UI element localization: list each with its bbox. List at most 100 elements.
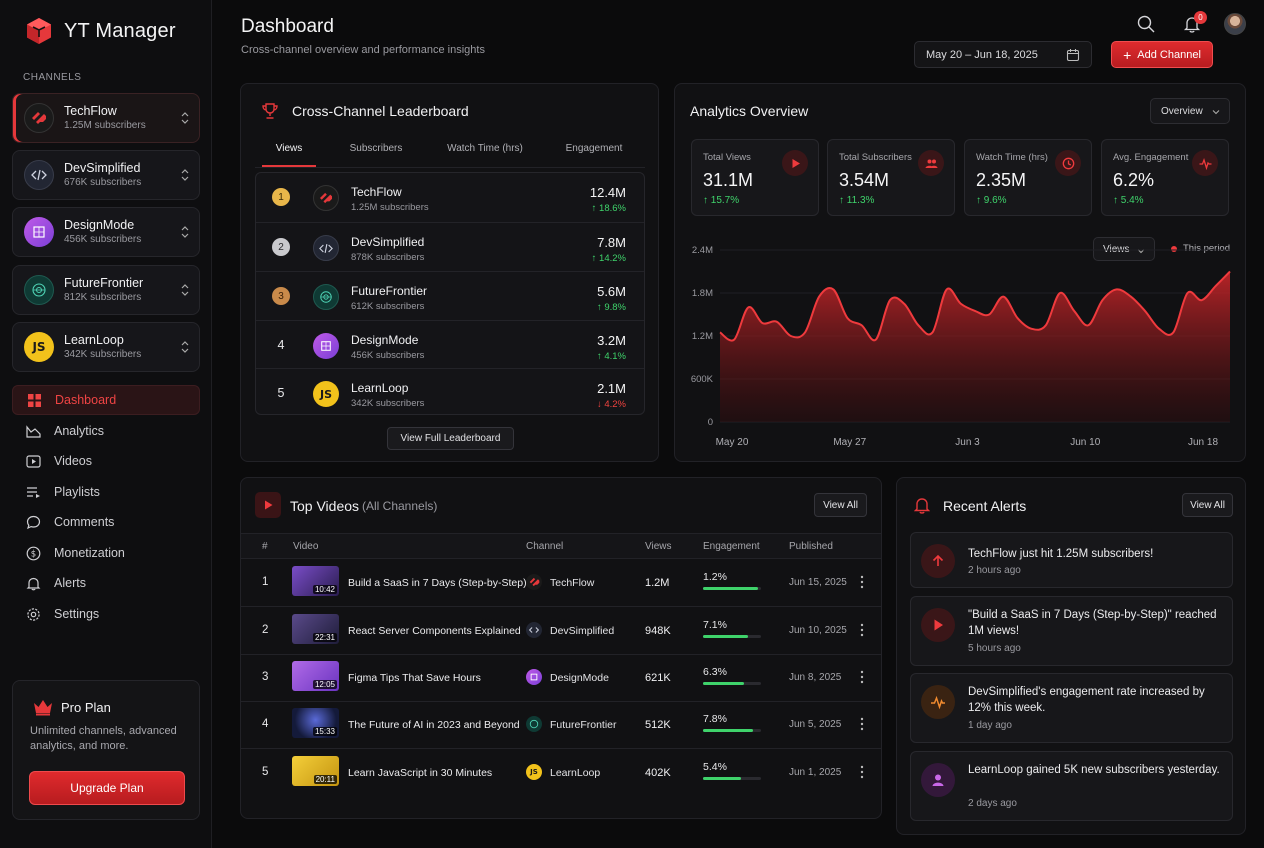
alerts-title: Recent Alerts [943,498,1027,514]
brand-name: YT Manager [64,19,176,42]
video-thumbnail[interactable]: 10:42 [292,566,339,596]
clock-icon [1055,150,1081,176]
arrow-up-icon [921,544,955,578]
video-thumbnail[interactable]: 22:31 [292,614,339,644]
table-row[interactable]: 5 20:11 Learn JavaScript in 30 Minutes J… [241,750,881,797]
nav-playlists[interactable]: Playlists [12,477,200,507]
series-area [720,271,1230,422]
video-duration: 22:31 [312,633,337,642]
kpi-total-subscribers[interactable]: Total Subscribers 3.54M ↑ 11.3% [827,139,955,216]
video-thumbnail[interactable]: 15:33 [292,708,339,738]
brand[interactable]: YT Manager [24,16,176,46]
user-avatar[interactable] [1224,13,1246,35]
js-logo-icon: JS [32,340,46,354]
leaderboard-row[interactable]: 4 DesignMode 456K subscribers 3.2M ↑ 4.1… [256,320,644,368]
more-options-icon[interactable] [860,765,864,779]
channel-subs: 456K subscribers [351,350,425,361]
tab-engagement[interactable]: Engagement [565,143,623,154]
frame-icon [33,226,45,238]
tab-subscribers[interactable]: Subscribers [349,143,403,154]
channel-card-designmode[interactable]: DesignMode 456K subscribers [12,207,200,257]
channel-card-learnloop[interactable]: JS LearnLoop 342K subscribers [12,322,200,372]
row-number: 4 [262,718,269,730]
tab-watch-time[interactable]: Watch Time (hrs) [447,143,523,154]
metric-select[interactable]: Views [1093,237,1155,261]
alert-time: 5 hours ago [968,643,1021,654]
channel-card-futurefrontier[interactable]: FutureFrontier 812K subscribers [12,265,200,315]
date-range-picker[interactable]: May 20 – Jun 18, 2025 [914,41,1092,68]
video-views: 402K [645,767,671,779]
channel-subs: 676K subscribers [64,176,142,188]
nav-videos[interactable]: Videos [12,446,200,476]
x-tick-label: May 20 [716,437,749,448]
alert-item[interactable]: LearnLoop gained 5K new subscribers yest… [910,751,1233,821]
add-channel-button[interactable]: + Add Channel [1111,41,1213,68]
video-engagement: 6.3% [703,666,727,678]
video-views: 512K [645,719,671,731]
video-title[interactable]: The Future of AI in 2023 and Beyond [348,719,520,731]
top-videos-view-all-button[interactable]: View All [814,493,867,517]
nav-alerts[interactable]: Alerts [12,568,200,598]
nav-monetization[interactable]: $ Monetization [12,538,200,568]
view-full-leaderboard-button[interactable]: View Full Leaderboard [387,427,514,450]
metric-select-value: Views [1103,243,1130,255]
upgrade-plan-button[interactable]: Upgrade Plan [29,771,185,805]
nav-analytics[interactable]: Analytics [12,416,200,446]
tab-divider [255,167,645,168]
leaderboard-row[interactable]: 2 DevSimplified 878K subscribers 7.8M ↑ … [256,222,644,270]
video-title[interactable]: Learn JavaScript in 30 Minutes [348,767,493,779]
alert-item[interactable]: "Build a SaaS in 7 Days (Step-by-Step)" … [910,596,1233,666]
plus-icon: + [1123,46,1132,63]
alert-text: LearnLoop gained 5K new subscribers yest… [968,764,1220,776]
leaderboard-row[interactable]: 5 JS LearnLoop 342K subscribers 2.1M ↓ 4… [256,368,644,416]
more-options-icon[interactable] [860,623,864,637]
leaderboard-row[interactable]: 1 TechFlow 1.25M subscribers 12.4M ↑ 18.… [256,173,644,221]
nav-comments[interactable]: Comments [12,507,200,537]
channel-name: LearnLoop [64,332,124,347]
video-published: Jun 1, 2025 [789,767,842,778]
kpi-total-views[interactable]: Total Views 31.1M ↑ 15.7% [691,139,819,216]
date-range-value: May 20 – Jun 18, 2025 [926,48,1038,61]
table-row[interactable]: 4 15:33 The Future of AI in 2023 and Bey… [241,702,881,749]
techflow-avatar [24,103,54,133]
channel-subs: 878K subscribers [351,252,425,263]
y-tick-label: 600K [691,374,714,385]
video-views: 1.2M [645,577,670,589]
kpi-avg-engagement[interactable]: Avg. Engagement 6.2% ↑ 5.4% [1101,139,1229,216]
channel-card-devsimplified[interactable]: DevSimplified 676K subscribers [12,150,200,200]
video-channel: LearnLoop [550,767,601,779]
channel-card-techflow[interactable]: TechFlow 1.25M subscribers [12,93,200,143]
nav-settings[interactable]: Settings [12,599,200,629]
channel-name: DesignMode [351,333,419,347]
alerts-view-all-button[interactable]: View All [1182,493,1233,517]
metric-change: ↑ 18.6% [591,203,626,214]
nav-dashboard[interactable]: Dashboard [12,385,200,415]
video-engagement: 5.4% [703,761,727,773]
table-row[interactable]: 1 10:42 Build a SaaS in 7 Days (Step-by-… [241,560,881,607]
video-title[interactable]: Build a SaaS in 7 Days (Step-by-Step) [348,577,527,589]
users-icon [918,150,944,176]
table-row[interactable]: 3 12:05 Figma Tips That Save Hours Desig… [241,655,881,702]
video-title[interactable]: React Server Components Explained [348,625,521,637]
alert-item[interactable]: DevSimplified's engagement rate increase… [910,673,1233,743]
alert-item[interactable]: TechFlow just hit 1.25M subscribers! 2 h… [910,532,1233,588]
kpi-value: 31.1M [703,170,754,190]
nav-label: Analytics [54,424,105,438]
more-options-icon[interactable] [860,575,864,589]
legend-label: This period [1183,243,1230,254]
tab-views[interactable]: Views [275,143,303,154]
video-views: 621K [645,672,671,684]
table-row[interactable]: 2 22:31 React Server Components Explaine… [241,608,881,655]
engagement-bar [703,729,761,732]
leaderboard-row[interactable]: 3 FutureFrontier 612K subscribers 5.6M ↑… [256,271,644,319]
search-icon[interactable] [1137,15,1155,33]
video-thumbnail[interactable]: 20:11 [292,756,339,786]
kpi-watch-time[interactable]: Watch Time (hrs) 2.35M ↑ 9.6% [964,139,1092,216]
more-options-icon[interactable] [860,717,864,731]
channel-name: TechFlow [64,103,117,118]
overview-select[interactable]: Overview [1150,98,1230,124]
settings-icon [27,607,40,621]
more-options-icon[interactable] [860,670,864,684]
video-title[interactable]: Figma Tips That Save Hours [348,672,481,684]
video-thumbnail[interactable]: 12:05 [292,661,339,691]
